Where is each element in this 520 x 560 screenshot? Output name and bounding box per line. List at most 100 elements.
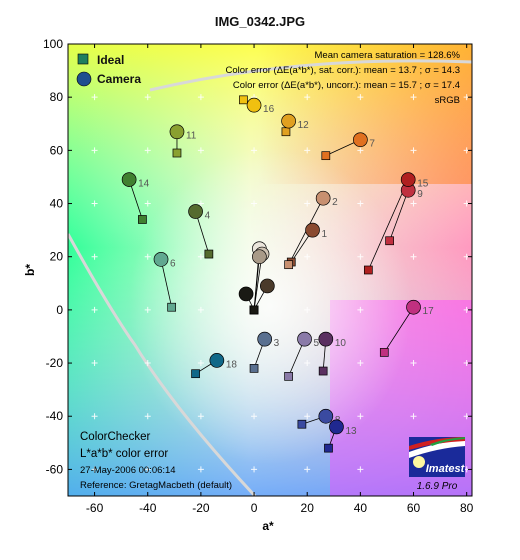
- grid-plus-marker: [144, 466, 151, 473]
- point-id-label: 17: [423, 306, 435, 317]
- grid-plus-marker: [91, 360, 98, 367]
- point-id-label: 6: [170, 258, 176, 269]
- data-points: 123456789101112131415161718: [121, 95, 435, 453]
- camera-point: [318, 408, 334, 424]
- legend-camera-label: Camera: [97, 72, 141, 86]
- x-tick-label: 80: [460, 501, 474, 515]
- x-tick-label: 20: [301, 501, 315, 515]
- grid-plus-marker: [91, 94, 98, 101]
- point-id-label: 16: [263, 104, 275, 115]
- error-line: [383, 307, 414, 353]
- ideal-point: [324, 443, 333, 453]
- grid-plus-marker: [251, 147, 258, 154]
- ideal-point: [284, 260, 293, 270]
- error-line: [389, 190, 409, 241]
- grid-plus-marker: [410, 360, 417, 367]
- footer-block: ColorChecker L*a*b* color error 27-May-2…: [80, 431, 232, 491]
- plot-frame: [67, 43, 473, 497]
- ideal-point: [249, 364, 259, 373]
- ideal-point: [138, 215, 147, 224]
- chart-title: IMG_0342.JPG: [214, 14, 306, 29]
- camera-point: [305, 222, 320, 238]
- imatest-logo: Imatest 1.6.9 Pro: [409, 437, 466, 492]
- legend-ideal-label: Ideal: [97, 53, 124, 67]
- y-tick-label: -40: [46, 409, 64, 423]
- y-tick-label: -20: [46, 356, 64, 370]
- x-tick-label: 40: [354, 501, 368, 515]
- grid-plus-marker: [304, 200, 311, 207]
- grid-plus-marker: [144, 200, 151, 207]
- grid-plus-marker: [197, 200, 204, 207]
- grid-plus-marker: [357, 200, 364, 207]
- grid-plus-marker: [251, 413, 258, 420]
- logo-brand: Imatest: [426, 463, 466, 475]
- x-tick-label: -40: [139, 501, 157, 515]
- grid-plus-marker: [251, 466, 258, 473]
- camera-point: [297, 331, 312, 347]
- y-tick-label: -60: [46, 462, 64, 476]
- grid-plus-marker: [197, 360, 204, 367]
- axis-ticks: -60 -40 -20 0 20 40 60 80 -60 -40 -20 0 20 40 60 80 100: [43, 37, 474, 515]
- error-line: [195, 211, 210, 255]
- camera-point: [209, 353, 225, 368]
- grid-plus-marker: [197, 253, 204, 260]
- grid-plus-marker: [357, 306, 364, 313]
- grid-plus-marker: [304, 413, 311, 420]
- grid-plus-marker: [91, 147, 98, 154]
- grid-plus-marker: [197, 413, 204, 420]
- srgb-gamut-curve-left: [68, 233, 257, 496]
- point-id-label: 9: [417, 189, 423, 200]
- plot-background: 123456789101112131415161718: [68, 44, 472, 496]
- grid-plus-marker: [410, 94, 417, 101]
- point-id-label: 2: [332, 197, 338, 208]
- grid-plus-marker: [144, 360, 151, 367]
- grid-plus-marker: [91, 200, 98, 207]
- footer-subtitle: L*a*b* color error: [80, 448, 168, 460]
- y-tick-label: 40: [50, 197, 64, 211]
- logo-sun-icon: [413, 456, 425, 468]
- ideal-point: [297, 419, 307, 429]
- camera-point: [252, 249, 267, 265]
- grid-plus-marker: [91, 466, 98, 473]
- grid-plus-marker: [144, 413, 151, 420]
- ideal-point: [385, 236, 394, 246]
- grid-plus-marker: [91, 253, 98, 260]
- grid-plus-marker: [197, 94, 204, 101]
- grid-plus-marker: [304, 466, 311, 473]
- y-tick-label: 60: [50, 143, 64, 157]
- footer-reference: Reference: GretagMacbeth (default): [80, 480, 232, 491]
- x-tick-label: 0: [251, 501, 258, 515]
- ideal-point: [318, 366, 328, 376]
- ideal-point: [191, 369, 200, 379]
- ideal-point: [321, 151, 331, 161]
- y-axis-label: b*: [23, 264, 37, 276]
- stat-saturation: Mean camera saturation = 128.6%: [315, 50, 461, 61]
- x-axis-label: a*: [262, 519, 274, 533]
- camera-point: [400, 172, 416, 187]
- point-id-label: 18: [226, 359, 238, 370]
- grid-plus-marker: [304, 306, 311, 313]
- grid-plus-marker: [251, 200, 258, 207]
- camera-point: [153, 252, 169, 267]
- grid-plus-marker: [144, 147, 151, 154]
- ideal-point: [167, 302, 177, 312]
- stat-error-corrected: Color error (ΔE(a*b*), sat. corr.): mean…: [226, 65, 461, 76]
- grid-plus-marker: [410, 413, 417, 420]
- grid-plus-marker: [197, 466, 204, 473]
- srgb-gamut-curve-top: [149, 59, 472, 92]
- camera-point: [318, 331, 334, 347]
- camera-point: [121, 172, 137, 187]
- camera-point: [281, 113, 296, 129]
- ideal-point: [281, 127, 291, 137]
- camera-point: [238, 286, 254, 302]
- camera-point: [188, 204, 203, 219]
- grid-plus-marker: [144, 94, 151, 101]
- grid-plus-marker: [304, 94, 311, 101]
- legend-camera-marker: [76, 71, 92, 87]
- x-tick-label: -60: [86, 501, 104, 515]
- grid-plus-marker: [304, 147, 311, 154]
- point-id-label: 11: [186, 131, 197, 142]
- point-id-label: 12: [298, 120, 310, 131]
- point-id-label: 10: [335, 338, 347, 349]
